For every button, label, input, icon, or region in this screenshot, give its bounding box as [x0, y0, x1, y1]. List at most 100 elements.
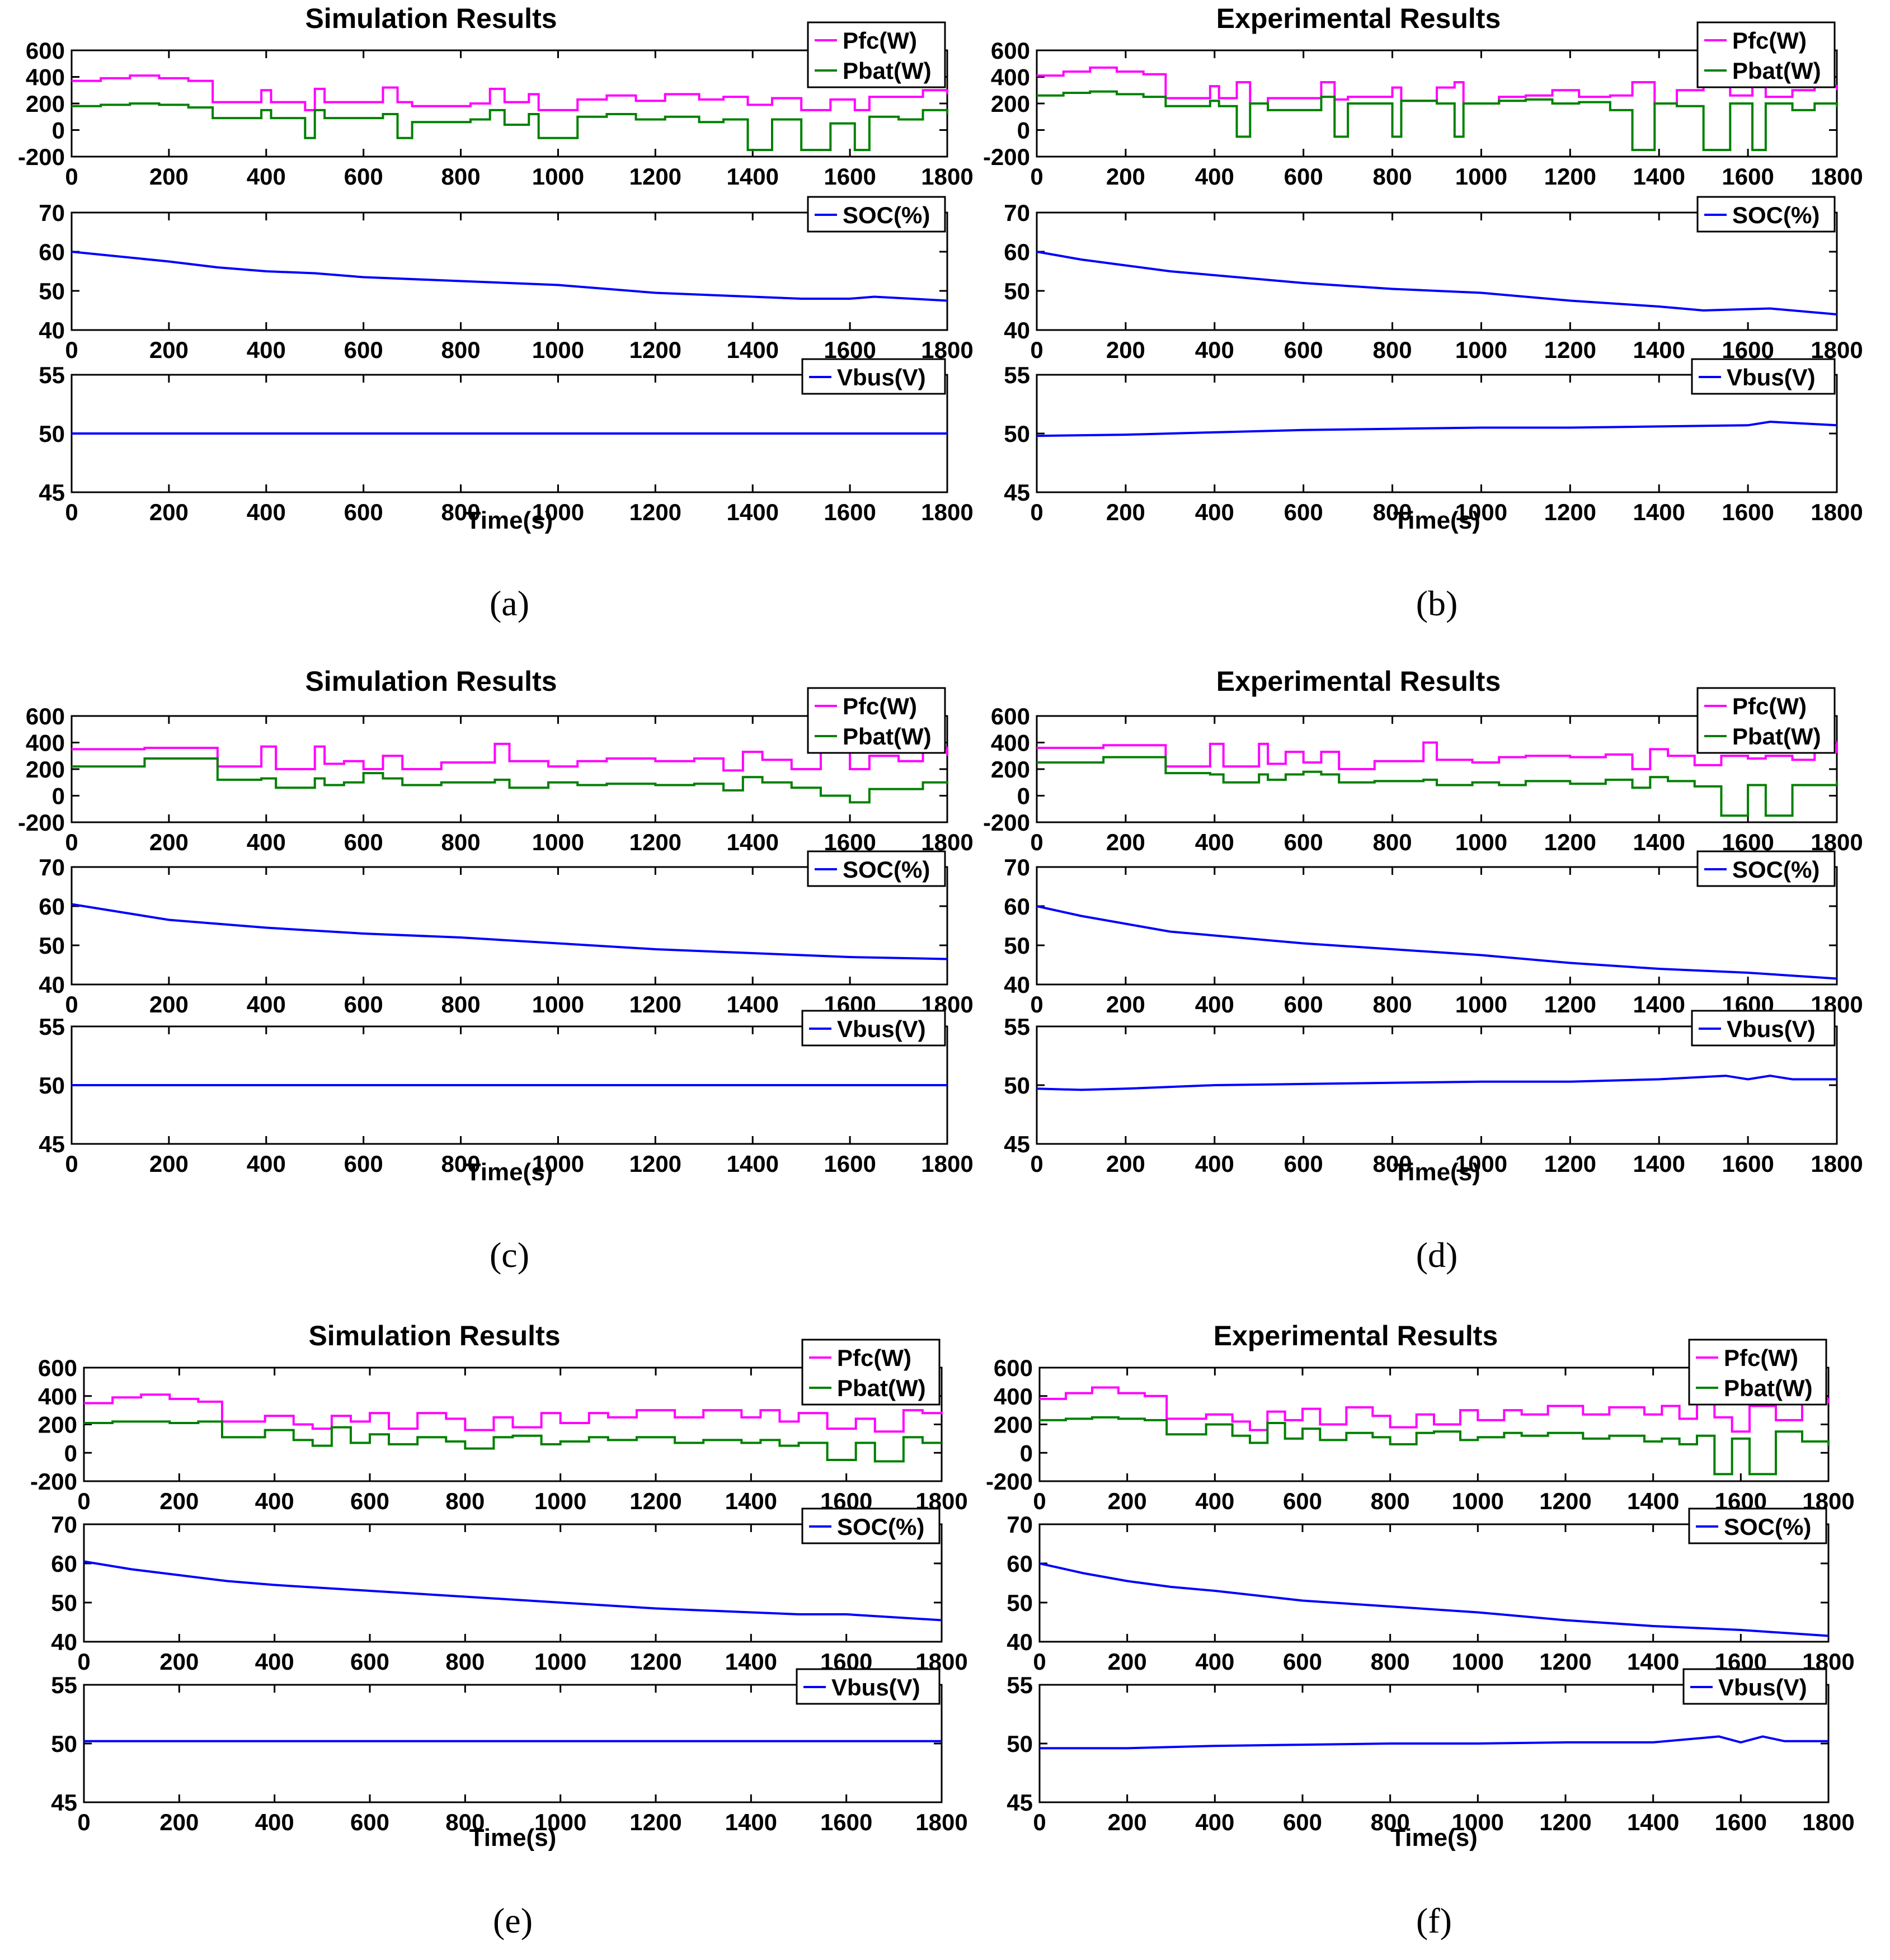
legend-label: Vbus(V): [837, 364, 926, 390]
y-tick-label: 50: [51, 1590, 77, 1616]
legend-box: [1696, 196, 1836, 233]
series-line-soc: [83, 1560, 942, 1622]
y-tick-label: 50: [39, 932, 65, 959]
legend-label: SOC(%): [843, 856, 930, 883]
legend-label: Pbat(W): [843, 723, 932, 750]
legend-box: [1696, 850, 1836, 887]
x-tick-label: 800: [1373, 499, 1412, 525]
x-tick-label: 1400: [1633, 337, 1685, 363]
legend: Pfc(W) Pbat(W): [1688, 1339, 1827, 1406]
legend: Pfc(W) Pbat(W): [801, 1339, 941, 1406]
y-tick-label: -200: [986, 1468, 1033, 1495]
y-tick-label: 400: [994, 1383, 1033, 1410]
x-tick-label: 1200: [1544, 499, 1596, 525]
x-tick-label: 0: [77, 1488, 90, 1514]
x-tick-label: 600: [344, 991, 383, 1017]
x-tick-label: 800: [1373, 1151, 1412, 1177]
y-tick-label: 55: [39, 362, 65, 388]
x-tick-label: 800: [1371, 1809, 1410, 1835]
x-tick-label: 200: [159, 1488, 199, 1514]
x-tick-label: 0: [1033, 1809, 1046, 1835]
y-tick-label: 40: [1007, 1629, 1033, 1655]
x-tick-label: 400: [247, 499, 286, 525]
x-tick-label: 600: [350, 1809, 389, 1835]
x-tick-label: 1800: [1802, 1809, 1854, 1835]
legend-label: SOC(%): [837, 1514, 924, 1540]
x-tick-label: 400: [1195, 829, 1234, 855]
y-tick-label: 200: [991, 91, 1030, 117]
subfigure-caption: (e): [493, 1901, 533, 1940]
legend: Vbus(V): [1682, 1668, 1827, 1705]
x-tick-label: 1200: [1539, 1809, 1591, 1835]
x-tick-label: 600: [1284, 163, 1323, 190]
y-tick-label: -200: [18, 809, 65, 836]
y-tick-label: 45: [1004, 479, 1030, 506]
y-tick-label: 40: [1004, 972, 1030, 998]
x-tick-label: 1200: [1544, 1151, 1596, 1177]
y-tick-label: 0: [64, 1440, 77, 1466]
y-tick-label: 45: [1007, 1789, 1033, 1816]
x-tick-label: 800: [1371, 1488, 1410, 1514]
y-tick-label: 40: [39, 317, 65, 343]
x-tick-label: 1800: [1811, 499, 1863, 525]
y-tick-label: 40: [1004, 317, 1030, 343]
x-tick-label: 1000: [1455, 337, 1507, 363]
x-tick-label: 800: [441, 829, 481, 855]
x-tick-label: 1000: [1452, 1648, 1504, 1675]
x-tick-label: 1400: [727, 829, 779, 855]
legend-label: Pfc(W): [843, 27, 917, 54]
x-tick-label: 0: [1030, 163, 1043, 190]
x-tick-label: 1800: [921, 163, 973, 190]
legend-label: SOC(%): [1732, 202, 1820, 228]
x-tick-label: 0: [65, 163, 78, 190]
x-tick-label: 400: [1195, 499, 1234, 525]
y-tick-label: 45: [39, 1131, 65, 1157]
x-tick-label: 800: [1373, 163, 1412, 190]
legend-label: Pbat(W): [837, 1375, 926, 1401]
legend-label: Vbus(V): [831, 1674, 920, 1700]
x-tick-label: 0: [65, 1151, 78, 1177]
panel-vbus: 45 50 55 0 200 400 600 800 1000 1200 1400 1600 1800 V…: [1004, 358, 1863, 525]
x-tick-label: 1400: [727, 163, 779, 190]
panel-vbus: 45 50 55 0 200 400 600 800 1000 1200 1400 1600 1800 V…: [1007, 1668, 1855, 1835]
panel-vbus: 45 50 55 0 200 400 600 800 1000 1200 1400 1600 1800 V…: [1004, 1010, 1863, 1177]
x-tick-label: 0: [1030, 1151, 1043, 1177]
y-tick-label: 55: [51, 1672, 77, 1698]
x-tick-label: 200: [149, 337, 189, 363]
y-tick-label: 50: [39, 278, 65, 304]
x-tick-label: 200: [159, 1648, 199, 1675]
y-tick-label: 70: [51, 1511, 77, 1538]
x-tick-label: 1400: [727, 337, 779, 363]
x-tick-label: 200: [1108, 1488, 1147, 1514]
x-tick-label: 400: [255, 1809, 294, 1835]
x-tick-label: 1400: [725, 1648, 777, 1675]
x-tick-label: 200: [149, 829, 189, 855]
x-tick-label: 1000: [1455, 1151, 1507, 1177]
x-tick-label: 400: [1195, 1809, 1234, 1835]
series-line-pbat: [72, 102, 948, 152]
x-tick-label: 1000: [1452, 1488, 1504, 1514]
x-tick-label: 0: [1030, 829, 1043, 855]
x-axis-label: Time(s): [466, 507, 553, 534]
y-tick-label: 200: [994, 1412, 1033, 1438]
y-tick-label: 200: [991, 756, 1030, 783]
x-tick-label: 600: [1284, 829, 1323, 855]
y-tick-label: 55: [1004, 1014, 1030, 1040]
x-axis-label: Time(s): [1390, 1824, 1478, 1851]
x-tick-label: 1200: [1544, 163, 1596, 190]
x-tick-label: 800: [441, 163, 481, 190]
x-tick-label: 1600: [1722, 499, 1774, 525]
x-tick-label: 1400: [1627, 1648, 1679, 1675]
legend-box: [1696, 687, 1836, 754]
x-tick-label: 200: [149, 499, 189, 525]
x-tick-label: 1200: [629, 1488, 681, 1514]
y-tick-label: 50: [1004, 421, 1030, 447]
x-tick-label: 1200: [629, 991, 681, 1017]
